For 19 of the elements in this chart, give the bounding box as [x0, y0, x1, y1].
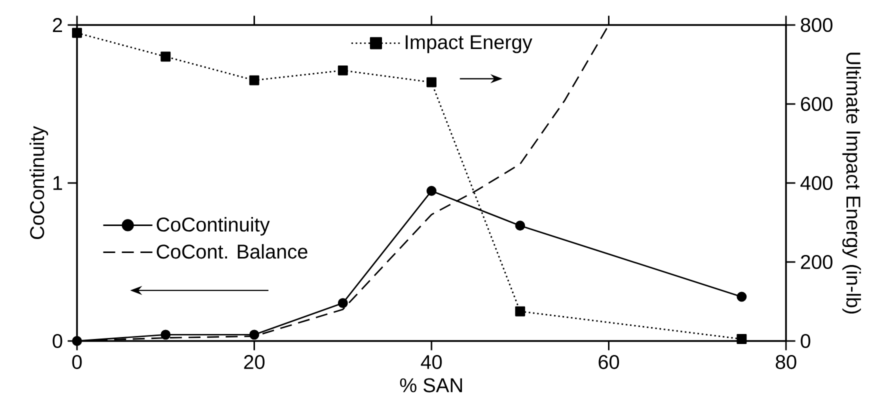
x-tick-label: 80	[776, 354, 796, 370]
y-tick-label: 2	[52, 18, 62, 32]
y2-tick-label: 400	[800, 176, 832, 190]
x-tick-label: 20	[244, 354, 265, 370]
legend-label: CoContinuity	[156, 217, 270, 236]
y-axis-title: CoContinuity	[30, 126, 48, 240]
y-tick-label: 1	[53, 176, 62, 190]
x-axis-title: % SAN	[400, 378, 462, 392]
y2-tick-label: 800	[800, 18, 832, 32]
legend-label: CoCont. Balance	[156, 244, 308, 259]
x-tick-label: 60	[598, 354, 620, 370]
x-tick-label: 40	[420, 354, 442, 370]
y2-tick-label: 0	[800, 334, 810, 348]
legend-label: Impact Energy	[406, 35, 532, 54]
x-tick-label: 0	[72, 354, 82, 370]
y2-tick-label: 200	[800, 254, 832, 270]
y2-axis-title: Ultimate Impact Energy (in-lb)	[842, 52, 861, 314]
y-tick-label: 0	[52, 334, 62, 348]
y2-tick-label: 600	[801, 96, 832, 112]
